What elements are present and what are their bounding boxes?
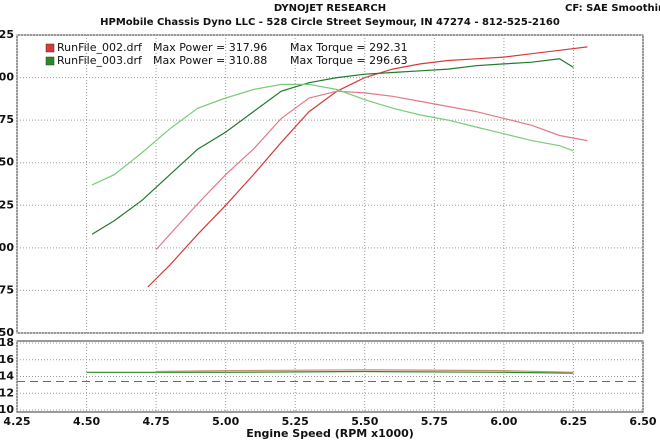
data-line bbox=[91, 83, 574, 186]
legend-label: Max Torque = 296.63 bbox=[290, 54, 408, 67]
y-tick-label: 225 bbox=[0, 198, 14, 211]
y-tick-label: 200 bbox=[0, 241, 14, 254]
y-tick-label: 16 bbox=[0, 353, 14, 366]
x-tick-label: 6.25 bbox=[560, 415, 587, 428]
legend-label: RunFile_003.drf bbox=[57, 54, 143, 67]
x-tick-label: 5.25 bbox=[282, 415, 309, 428]
data-line bbox=[91, 58, 574, 235]
x-tick-label: 5.50 bbox=[351, 415, 378, 428]
y-tick-label: 175 bbox=[0, 283, 14, 296]
legend-swatch bbox=[45, 43, 55, 53]
x-tick-label: 5.00 bbox=[212, 415, 239, 428]
y-tick-label: 18 bbox=[0, 336, 14, 349]
x-tick-label: 5.75 bbox=[421, 415, 448, 428]
y-tick-label: 300 bbox=[0, 71, 14, 84]
x-tick-label: 4.50 bbox=[73, 415, 100, 428]
data-line bbox=[155, 90, 588, 251]
data-line bbox=[156, 369, 574, 373]
plot-area bbox=[16, 34, 644, 334]
legend-label: RunFile_002.drf bbox=[57, 41, 143, 54]
x-tick-label: 4.25 bbox=[3, 415, 30, 428]
chart-subtitle: HPMobile Chassis Dyno LLC - 528 Circle S… bbox=[100, 17, 560, 28]
x-axis-label: Engine Speed (RPM x1000) bbox=[246, 427, 414, 440]
legend-swatch bbox=[45, 56, 55, 66]
y-tick-label: 275 bbox=[0, 113, 14, 126]
settings-label: CF: SAE Smoothing bbox=[565, 3, 660, 14]
data-line bbox=[147, 46, 588, 288]
data-line bbox=[86, 370, 574, 374]
y-tick-label: 14 bbox=[0, 370, 14, 383]
y-tick-label: 325 bbox=[0, 28, 14, 41]
legend-label: Max Power = 317.96 bbox=[153, 41, 267, 54]
y-tick-label: 150 bbox=[0, 326, 14, 339]
legend-label: Max Torque = 292.31 bbox=[290, 41, 408, 54]
x-tick-label: 6.50 bbox=[629, 415, 656, 428]
x-tick-label: 4.75 bbox=[143, 415, 170, 428]
legend-label: Max Power = 310.88 bbox=[153, 54, 267, 67]
x-tick-label: 6.00 bbox=[490, 415, 517, 428]
y-tick-label: 12 bbox=[0, 386, 14, 399]
y-tick-label: 10 bbox=[0, 403, 14, 416]
y-tick-label: 250 bbox=[0, 156, 14, 169]
chart-title: DYNOJET RESEARCH bbox=[274, 3, 386, 14]
